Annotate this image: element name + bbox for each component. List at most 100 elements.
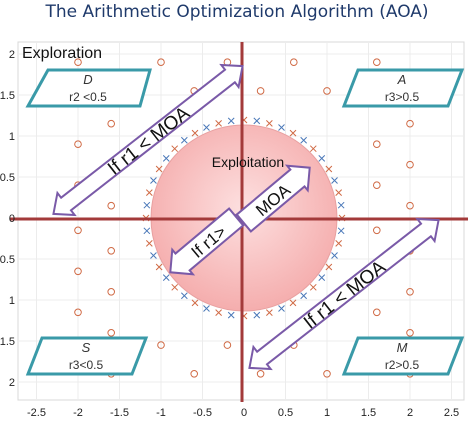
cross-marker bbox=[309, 145, 317, 153]
cross-marker bbox=[143, 227, 151, 235]
cross-marker bbox=[309, 283, 317, 291]
y-tick-label: 1 bbox=[9, 131, 15, 143]
x-tick-label: 1.5 bbox=[361, 407, 376, 419]
cross-marker bbox=[171, 283, 179, 291]
cross-marker bbox=[203, 124, 210, 131]
operator-condition: r3<0.5 bbox=[69, 358, 104, 372]
cross-marker bbox=[300, 136, 308, 144]
cross-marker bbox=[325, 263, 333, 271]
x-tick-label: 1 bbox=[324, 407, 330, 419]
cross-marker bbox=[180, 136, 188, 144]
circle-marker bbox=[406, 160, 414, 169]
cross-marker bbox=[337, 227, 345, 235]
cross-marker bbox=[180, 292, 188, 300]
circle-marker bbox=[190, 370, 198, 378]
x-tick-label: 2.5 bbox=[444, 407, 459, 419]
cross-marker bbox=[143, 201, 151, 209]
operator-symbol: S bbox=[82, 340, 91, 355]
cross-marker bbox=[191, 299, 199, 307]
cross-marker bbox=[150, 177, 157, 184]
operator-condition: r3>0.5 bbox=[385, 90, 420, 104]
operator-condition: r2>0.5 bbox=[385, 358, 420, 372]
y-tick-label: 1.5 bbox=[0, 336, 15, 348]
cross-marker bbox=[150, 252, 157, 259]
y-tick-label: 1 bbox=[9, 295, 15, 307]
x-tick-label: -2.5 bbox=[27, 407, 46, 419]
y-tick-label: 0.5 bbox=[0, 172, 15, 184]
cross-marker bbox=[289, 299, 297, 307]
circle-marker bbox=[74, 140, 82, 148]
exploration-label: Exploration bbox=[22, 45, 102, 62]
y-tick-label: 1.5 bbox=[0, 90, 15, 102]
circle-marker bbox=[107, 247, 115, 255]
cross-marker bbox=[162, 154, 170, 162]
x-tick-label: -0.5 bbox=[193, 407, 212, 419]
cross-marker bbox=[337, 201, 345, 209]
circle-marker bbox=[290, 58, 298, 67]
x-tick-label: 0 bbox=[241, 407, 247, 419]
cross-marker bbox=[318, 154, 326, 162]
cross-marker bbox=[227, 117, 235, 125]
y-tick-label: 2 bbox=[9, 49, 15, 61]
cross-marker bbox=[145, 189, 153, 196]
circle-marker bbox=[107, 119, 115, 128]
circle-marker bbox=[406, 329, 414, 337]
circle-marker bbox=[74, 58, 82, 67]
y-tick-label: 0.5 bbox=[0, 254, 15, 266]
circle-marker bbox=[406, 119, 414, 128]
cross-marker bbox=[331, 177, 338, 184]
cross-marker bbox=[335, 189, 343, 196]
circle-marker bbox=[157, 58, 165, 67]
exploitation-label: Exploitation bbox=[212, 154, 284, 170]
x-tick-label: -1.5 bbox=[110, 407, 129, 419]
cross-marker bbox=[289, 129, 297, 137]
cross-marker bbox=[266, 309, 273, 317]
diagram-title: The Arithmetic Optimization Algorithm (A… bbox=[45, 2, 429, 22]
cross-marker bbox=[145, 240, 153, 247]
x-tick-labels: -2.5 -2 -1.5 -1 -0.5 0 0.5 1 1.5 2 2.5 bbox=[27, 407, 459, 419]
circle-marker bbox=[323, 87, 331, 95]
cross-marker bbox=[155, 263, 163, 271]
cross-marker bbox=[300, 292, 308, 300]
circle-marker bbox=[323, 370, 331, 378]
circle-marker bbox=[256, 370, 265, 378]
operator-box-a: A r3>0.5 bbox=[341, 68, 465, 108]
operator-condition: r2 <0.5 bbox=[69, 90, 107, 104]
cross-marker bbox=[253, 311, 261, 319]
operator-symbol: M bbox=[397, 340, 408, 355]
cross-marker bbox=[335, 240, 343, 247]
x-tick-label: -1 bbox=[156, 407, 166, 419]
circle-marker bbox=[373, 226, 381, 235]
cross-marker bbox=[162, 274, 170, 282]
circle-marker bbox=[373, 181, 381, 189]
operator-symbol: D bbox=[83, 72, 92, 87]
circle-marker bbox=[373, 308, 381, 317]
cross-marker bbox=[266, 119, 273, 127]
circle-marker bbox=[373, 140, 381, 148]
operator-box-s: S r3<0.5 bbox=[25, 336, 149, 376]
circle-marker bbox=[157, 341, 165, 349]
cross-marker bbox=[331, 252, 338, 259]
circle-marker bbox=[373, 58, 381, 67]
cross-marker bbox=[215, 309, 222, 317]
y-tick-labels: 2 1.5 1 0.5 0 0.5 1 1.5 2 bbox=[0, 49, 15, 389]
circle-marker bbox=[74, 267, 82, 276]
circle-marker bbox=[223, 341, 232, 349]
x-tick-label: 2 bbox=[407, 407, 413, 419]
cross-marker bbox=[155, 165, 163, 173]
circle-marker bbox=[107, 201, 115, 210]
operator-box-d: D r2 <0.5 bbox=[25, 68, 152, 108]
y-tick-label: 0 bbox=[9, 213, 15, 225]
cross-marker bbox=[215, 119, 222, 127]
circle-marker bbox=[74, 226, 82, 235]
x-tick-label: 0.5 bbox=[278, 407, 293, 419]
cross-marker bbox=[227, 311, 235, 319]
circle-marker bbox=[107, 329, 115, 337]
circle-marker bbox=[256, 87, 265, 95]
circle-marker bbox=[406, 201, 414, 210]
circle-marker bbox=[74, 308, 82, 317]
cross-marker bbox=[278, 305, 285, 312]
operator-symbol: A bbox=[397, 72, 407, 87]
